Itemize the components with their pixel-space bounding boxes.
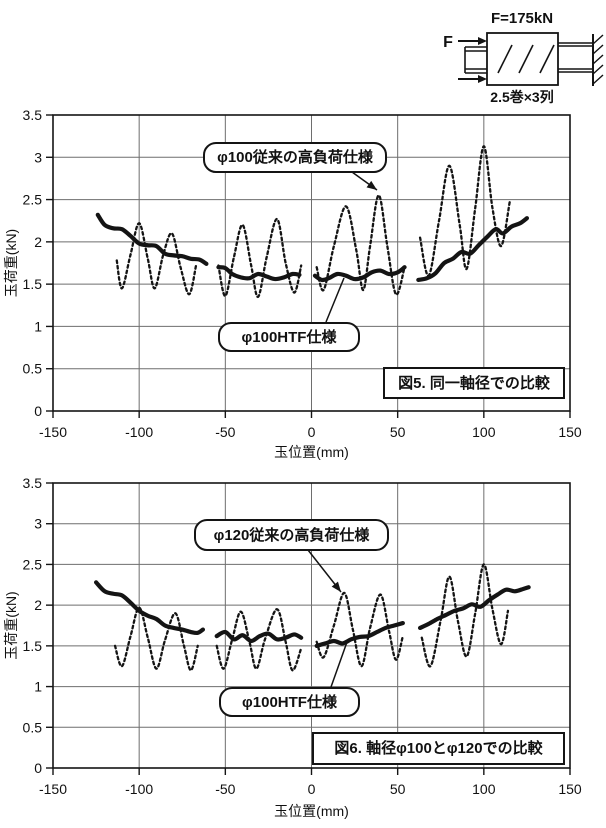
series-conventional-curve (113, 606, 199, 672)
fixed-wall (592, 34, 604, 86)
series-htf-curve (312, 265, 407, 283)
load-diagram: F=175kN F (443, 10, 604, 105)
y-tick-label: 1.5 (23, 276, 43, 292)
fig5-annotation-conventional: φ100従来の高負荷仕様 (203, 142, 387, 173)
series-htf-curve (93, 580, 206, 636)
x-tick-label: 0 (308, 781, 316, 797)
y-tick-label: 1 (34, 679, 42, 695)
ball-circuit-slashes (497, 44, 555, 74)
series-conventional-curve (315, 194, 406, 296)
fig6-annotation-conventional: φ120従来の高負荷仕様 (194, 519, 389, 551)
x-tick-label: -100 (125, 781, 153, 797)
x-tick-label: -100 (125, 424, 153, 440)
y-tick-label: 2 (34, 234, 42, 250)
y-tick-label: 3 (34, 149, 42, 165)
series-htf-curve (214, 629, 304, 644)
series-conventional-curve (420, 563, 510, 668)
y-tick-label: 1 (34, 318, 42, 334)
callout-pointer-line (330, 641, 348, 688)
coil-spec-label: 2.5巻×3列 (490, 89, 553, 105)
callout-arrowhead (331, 581, 341, 592)
x-tick-label: 150 (558, 781, 582, 797)
x-tick-label: 50 (390, 424, 406, 440)
series-htf-curve (417, 585, 531, 631)
y-tick-label: 3.5 (23, 107, 43, 123)
series-conventional-curve (115, 222, 198, 296)
x-tick-label: 50 (390, 781, 406, 797)
callout-arrowhead (366, 180, 377, 190)
fig5-annotation-htf: φ100HTF仕様 (218, 322, 360, 352)
series-htf-curve (416, 216, 530, 283)
series-htf-curve (314, 620, 405, 648)
fig6-caption: 図6. 軸径φ100とφ120での比較 (312, 732, 565, 765)
series-htf-curve (216, 265, 302, 282)
y-axis-label: 玉荷重(kN) (3, 229, 19, 297)
ball-nut-body (486, 32, 559, 86)
y-tick-label: 2.5 (23, 556, 43, 572)
y-tick-label: 0 (34, 403, 42, 419)
y-tick-label: 0.5 (23, 361, 43, 377)
x-tick-label: -150 (39, 424, 67, 440)
x-tick-label: -150 (39, 781, 67, 797)
fig6-chart: -150 -100 -50 0 50 100 150 0 0.5 1 1.5 2 2.5 3 3.5 玉位置(… (3, 475, 582, 819)
force-arrow-bottom (458, 75, 487, 83)
callout-pointer-line (325, 277, 345, 323)
series-conventional-curve (315, 591, 404, 668)
fig5-chart: -150 -100 -50 0 50 100 150 0 0.5 1 1.5 2 2.5 3 3.5 玉位置(… (3, 107, 582, 460)
x-tick-label: 100 (472, 781, 496, 797)
y-tick-label: 0.5 (23, 719, 43, 735)
x-tick-label: -50 (215, 424, 235, 440)
x-tick-label: 0 (308, 424, 316, 440)
fig6-annotation-htf: φ100HTF仕様 (219, 687, 360, 717)
y-tick-label: 3 (34, 516, 42, 532)
force-value-label: F=175kN (491, 10, 553, 27)
y-tick-label: 3.5 (23, 475, 43, 491)
series-conventional-curve (418, 145, 511, 277)
x-axis-label: 玉位置(mm) (274, 444, 349, 460)
y-axis-label: 玉荷重(kN) (3, 591, 19, 659)
x-axis-label: 玉位置(mm) (274, 803, 349, 819)
x-tick-label: 100 (472, 424, 496, 440)
force-f-label: F (443, 34, 453, 51)
y-tick-label: 1.5 (23, 638, 43, 654)
y-tick-label: 0 (34, 760, 42, 776)
fig5-caption: 図5. 同一軸径での比較 (383, 367, 565, 399)
x-tick-label: -50 (215, 781, 235, 797)
y-tick-label: 2 (34, 597, 42, 613)
shaft-right (558, 42, 593, 73)
y-tick-label: 2.5 (23, 192, 43, 208)
force-arrow-top (458, 37, 487, 45)
shaft-left (464, 46, 487, 74)
series-conventional-curve (217, 217, 303, 298)
series-htf-curve (95, 212, 209, 266)
x-tick-label: 150 (558, 424, 582, 440)
series-conventional-curve (215, 608, 303, 672)
